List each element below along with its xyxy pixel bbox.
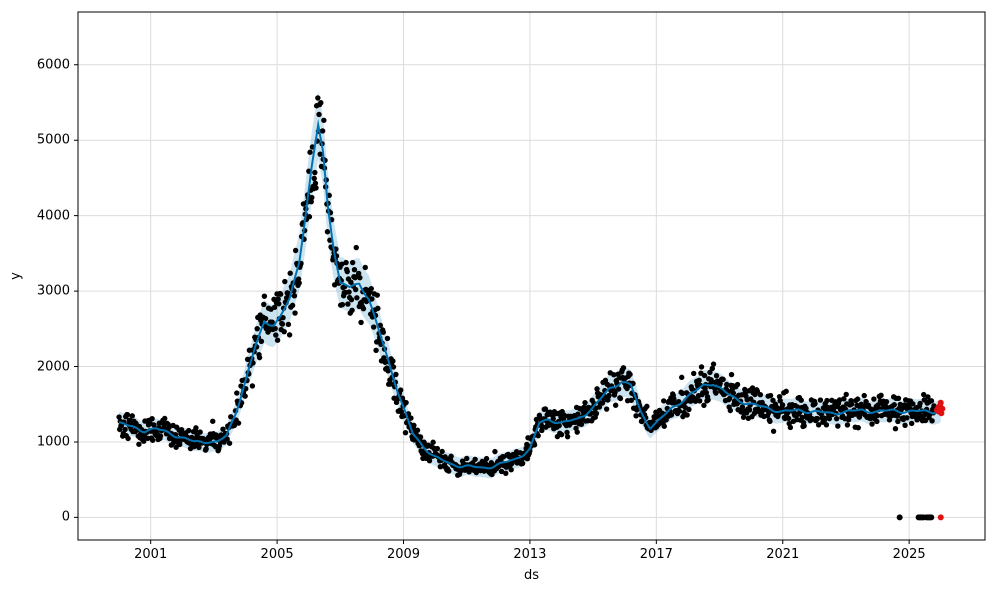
y-tick-label: 0 xyxy=(61,509,70,525)
x-tick-label: 2025 xyxy=(892,547,926,562)
x-tick-label: 2021 xyxy=(766,547,800,562)
x-tick-label: 2013 xyxy=(513,547,547,562)
y-tick-label: 1000 xyxy=(36,434,70,450)
y-tick-label: 5000 xyxy=(36,132,70,148)
x-axis-label: ds xyxy=(523,568,540,583)
x-tick-label: 2009 xyxy=(386,547,421,562)
y-axis-label: y xyxy=(8,272,24,280)
y-tick-label: 3000 xyxy=(36,283,70,299)
y-tick-label: 2000 xyxy=(36,359,70,374)
x-tick-label: 2005 xyxy=(260,547,294,562)
x-tick-label: 2001 xyxy=(134,547,168,562)
y-tick-label: 4000 xyxy=(36,208,70,224)
x-tick-label: 2017 xyxy=(639,547,673,562)
y-tick-label: 6000 xyxy=(36,57,70,73)
